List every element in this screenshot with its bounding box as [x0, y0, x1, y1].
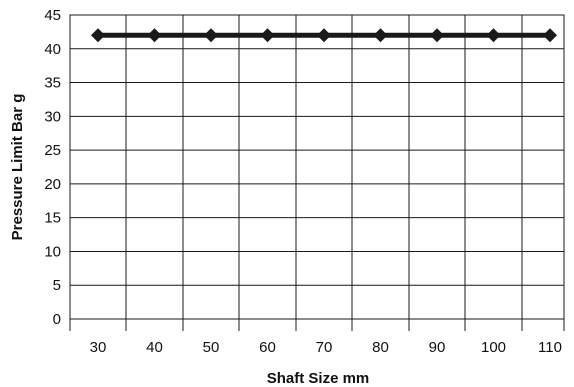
x-tick-label: 40 [146, 339, 163, 356]
y-tick-label: 0 [53, 311, 61, 328]
y-tick-label: 25 [44, 142, 61, 159]
x-tick-label: 60 [259, 339, 276, 356]
y-tick-label: 20 [44, 176, 61, 193]
plot-frame [69, 14, 565, 320]
data-point-marker [204, 28, 218, 43]
y-tick-label: 5 [53, 277, 61, 294]
data-point-marker [486, 28, 501, 43]
y-axis-tick-labels: 0 5 10 15 20 25 30 35 40 45 [44, 7, 61, 328]
data-point-marker [260, 28, 275, 43]
data-point-marker [91, 28, 105, 43]
y-tick-label: 30 [44, 108, 61, 125]
x-axis-title: Shaft Size mm [267, 370, 370, 387]
data-series [91, 28, 557, 43]
x-tick-label: 30 [90, 339, 107, 356]
x-tick-label: 110 [538, 339, 562, 356]
x-axis-tick-labels: 30 40 50 60 70 80 90 100 110 [90, 339, 562, 356]
y-tick-label: 45 [44, 7, 61, 24]
vertical-gridlines [69, 15, 565, 331]
x-tick-label: 90 [429, 339, 446, 356]
data-point-marker [317, 28, 331, 43]
y-tick-label: 15 [44, 210, 61, 227]
x-tick-label: 80 [372, 339, 389, 356]
y-tick-label: 35 [44, 75, 61, 92]
plot-area [69, 14, 565, 331]
x-tick-label: 100 [481, 339, 506, 356]
horizontal-gridlines [70, 48, 564, 286]
x-tick-label: 70 [316, 339, 333, 356]
data-point-marker [430, 28, 444, 43]
x-tick-label: 50 [203, 339, 220, 356]
data-point-marker [373, 28, 388, 43]
y-tick-label: 10 [44, 243, 61, 260]
data-point-marker [543, 28, 557, 43]
y-tick-label: 40 [44, 41, 61, 58]
y-axis-title: Pressure Limit Bar g [9, 94, 26, 241]
data-point-marker [147, 28, 162, 43]
